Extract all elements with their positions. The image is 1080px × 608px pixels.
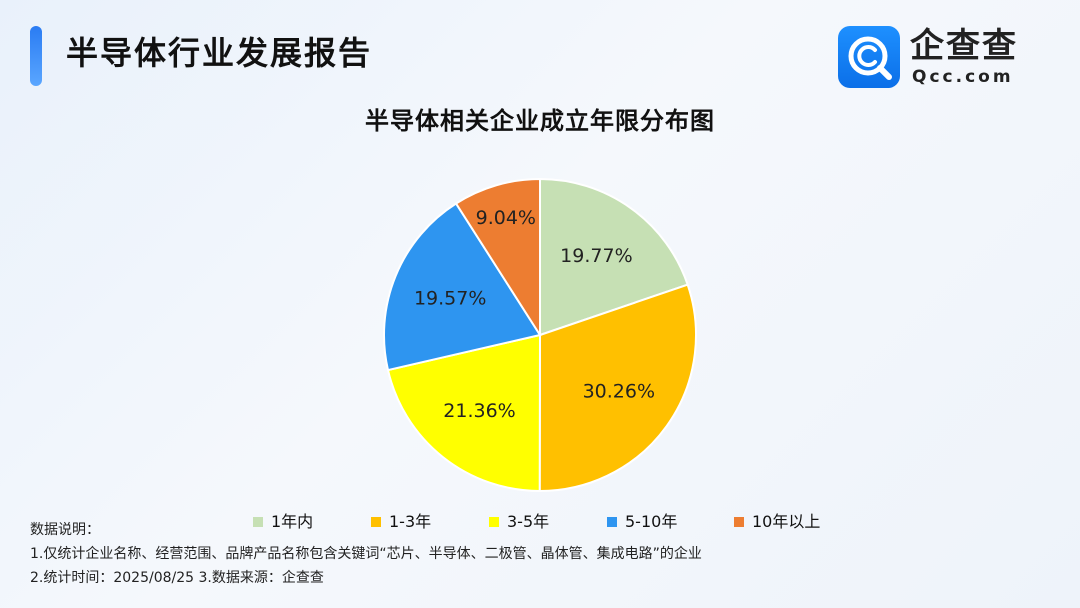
pie-data-label-5: 9.04% (476, 207, 536, 229)
pie-slice-1 (539, 177, 689, 337)
legend-label: 1-3年 (389, 512, 432, 531)
title-accent-bar (30, 26, 42, 86)
pie-slice-2 (538, 283, 697, 493)
notes-heading: 数据说明： (30, 522, 100, 538)
legend-label: 10年以上 (752, 512, 821, 531)
legend-swatch (607, 517, 617, 527)
pie-data-label-2: 30.26% (583, 381, 655, 403)
legend-swatch (371, 517, 381, 527)
qcc-logo-icon (838, 26, 900, 88)
legend-swatch (734, 517, 744, 527)
pie-slice-5 (454, 177, 541, 339)
brand-name: 企查查 (910, 26, 1018, 66)
chart-title: 半导体相关企业成立年限分布图 (365, 107, 715, 135)
pie-data-label-4: 19.57% (414, 287, 486, 309)
report-title: 半导体行业发展报告 (66, 34, 373, 72)
legend-swatch (253, 517, 263, 527)
pie-data-label-3: 21.36% (443, 400, 515, 422)
brand: 企查查 Qcc.com (838, 26, 1048, 90)
legend-label: 3-5年 (507, 512, 550, 531)
pie-slice-4 (383, 202, 542, 372)
pie-slice-3 (386, 333, 542, 493)
notes-line-1: 1.仅统计企业名称、经营范围、品牌产品名称包含关键词“芯片、半导体、二极管、晶体… (30, 546, 702, 562)
legend-swatch (489, 517, 499, 527)
legend-label: 1年内 (271, 512, 314, 531)
data-notes: 数据说明： 1.仅统计企业名称、经营范围、品牌产品名称包含关键词“芯片、半导体、… (30, 518, 702, 590)
brand-domain: Qcc.com (912, 67, 1014, 87)
pie-data-label-1: 19.77% (560, 245, 632, 267)
notes-line-2: 2.统计时间：2025/08/25 3.数据来源：企查查 (30, 570, 324, 586)
legend-label: 5-10年 (625, 512, 678, 531)
